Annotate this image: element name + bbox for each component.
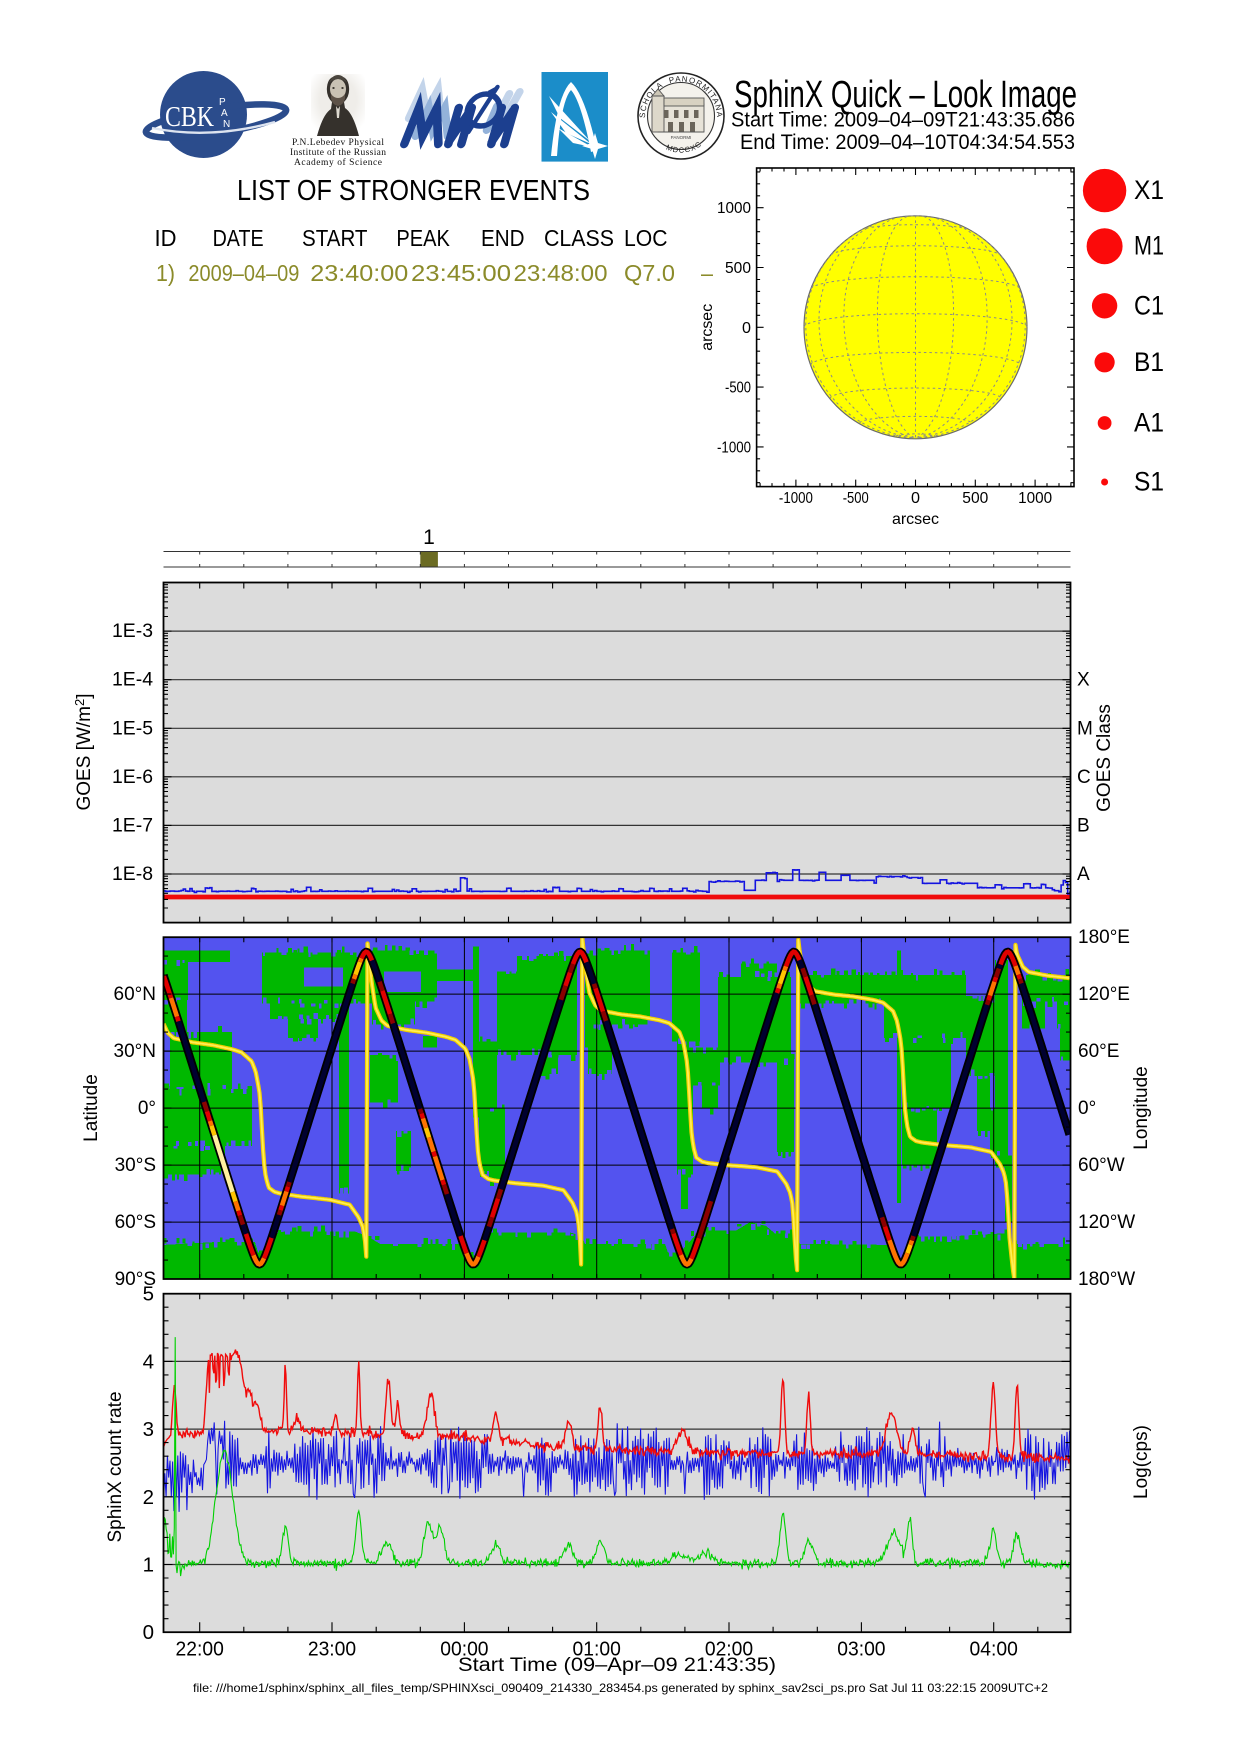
svg-text:A: A [221, 108, 228, 119]
svg-text:B1: B1 [1134, 347, 1164, 377]
svg-text:Q7.0: Q7.0 [624, 260, 675, 286]
svg-text:04:00: 04:00 [970, 1638, 1018, 1661]
svg-text:DATE: DATE [213, 225, 264, 251]
svg-text:START: START [302, 225, 368, 251]
svg-text:23:40:00: 23:40:00 [310, 260, 408, 286]
svg-text:1000: 1000 [1018, 490, 1052, 507]
svg-text:1E-7: 1E-7 [112, 815, 153, 836]
svg-text:GOES Class: GOES Class [1094, 704, 1115, 812]
svg-text:22:00: 22:00 [176, 1638, 224, 1661]
svg-text:M: M [1077, 718, 1093, 739]
svg-text:5: 5 [143, 1283, 154, 1306]
svg-text:1E-5: 1E-5 [112, 718, 153, 739]
svg-text:B: B [1077, 815, 1090, 836]
svg-text:PANORMI: PANORMI [671, 135, 692, 140]
svg-text:60°W: 60°W [1078, 1155, 1125, 1176]
svg-text:LOC: LOC [624, 225, 668, 251]
svg-text:P: P [219, 97, 226, 108]
svg-text:0: 0 [742, 320, 751, 337]
svg-text:-500: -500 [843, 490, 869, 507]
svg-text:1E-6: 1E-6 [112, 767, 153, 788]
svg-text:END: END [481, 225, 525, 251]
svg-text:03:00: 03:00 [837, 1638, 885, 1661]
svg-text:-500: -500 [725, 380, 751, 397]
svg-text:Longitude: Longitude [1131, 1066, 1152, 1149]
svg-text:2: 2 [143, 1486, 154, 1509]
svg-text:Start Time (09–Apr–09 21:43:35: Start Time (09–Apr–09 21:43:35) [458, 1655, 776, 1676]
svg-text:GOES [W/m2]: GOES [W/m2] [72, 693, 95, 810]
svg-text:file: ///home1/sphinx/sphinx_a: file: ///home1/sphinx/sphinx_all_files_t… [193, 1681, 1048, 1695]
svg-text:1E-4: 1E-4 [112, 670, 153, 691]
svg-text:500: 500 [725, 260, 751, 277]
svg-text:N: N [223, 119, 230, 130]
svg-text:Log(cps): Log(cps) [1131, 1425, 1152, 1499]
svg-text:–: – [701, 260, 713, 286]
svg-text:500: 500 [962, 490, 988, 507]
svg-text:30°S: 30°S [115, 1155, 156, 1176]
svg-text:M1: M1 [1134, 231, 1164, 261]
svg-text:01:00: 01:00 [573, 1638, 621, 1661]
svg-text:Latitude: Latitude [81, 1074, 102, 1142]
svg-text:00:00: 00:00 [440, 1638, 488, 1661]
svg-text:0: 0 [143, 1621, 154, 1644]
svg-text:1000: 1000 [717, 200, 751, 217]
svg-text:1: 1 [423, 526, 435, 549]
svg-text:2009–04–09: 2009–04–09 [188, 260, 299, 286]
svg-text:CLASS: CLASS [544, 225, 614, 251]
svg-text:30°N: 30°N [114, 1041, 156, 1062]
svg-text:Start Time: 2009–04–09T21:43:3: Start Time: 2009–04–09T21:43:35.686 [731, 109, 1075, 132]
svg-text:SphinX Quick – Look Image: SphinX Quick – Look Image [734, 74, 1077, 116]
svg-text:A: A [1077, 864, 1090, 885]
svg-text:4: 4 [143, 1350, 154, 1373]
svg-text:Academy of Science: Academy of Science [294, 157, 382, 168]
svg-text:SphinX count rate: SphinX count rate [105, 1391, 126, 1542]
svg-text:60°E: 60°E [1078, 1041, 1119, 1062]
svg-text:90°S: 90°S [115, 1269, 156, 1290]
svg-text:180°E: 180°E [1078, 927, 1130, 948]
svg-text:P.N.Lebedev Physical: P.N.Lebedev Physical [292, 138, 384, 148]
svg-text:C: C [1077, 767, 1091, 788]
svg-text:23:00: 23:00 [308, 1638, 356, 1661]
svg-text:60°S: 60°S [115, 1212, 156, 1233]
svg-text:1E-8: 1E-8 [112, 864, 153, 885]
svg-text:23:48:00: 23:48:00 [514, 260, 608, 286]
svg-text:23:45:00: 23:45:00 [411, 260, 511, 286]
svg-text:arcsec: arcsec [892, 511, 939, 528]
svg-text:Institute of the Russian: Institute of the Russian [290, 147, 386, 158]
svg-text:A1: A1 [1134, 408, 1164, 438]
svg-text:60°N: 60°N [114, 984, 156, 1005]
svg-text:arcsec: arcsec [699, 304, 716, 351]
svg-text:1E-3: 1E-3 [112, 621, 153, 642]
svg-text:0°: 0° [138, 1098, 156, 1119]
svg-text:X: X [1077, 670, 1090, 691]
svg-text:LIST OF STRONGER EVENTS: LIST OF STRONGER EVENTS [237, 175, 590, 207]
svg-text:120°E: 120°E [1078, 984, 1130, 1005]
svg-text:120°W: 120°W [1078, 1212, 1135, 1233]
svg-text:0°: 0° [1078, 1098, 1096, 1119]
svg-text:02:00: 02:00 [705, 1638, 753, 1661]
svg-text:X1: X1 [1134, 175, 1164, 205]
svg-text:1: 1 [143, 1554, 154, 1577]
svg-text:CBK: CBK [165, 102, 214, 133]
svg-text:1): 1) [156, 260, 175, 286]
svg-text:3: 3 [143, 1418, 154, 1441]
svg-text:ID: ID [155, 225, 177, 251]
svg-text:-1000: -1000 [717, 439, 751, 456]
svg-text:0: 0 [911, 490, 920, 507]
svg-text:180°W: 180°W [1078, 1269, 1135, 1290]
svg-text:S1: S1 [1134, 467, 1164, 497]
svg-text:-1000: -1000 [779, 490, 813, 507]
svg-text:C1: C1 [1134, 290, 1164, 320]
svg-text:End Time: 2009–04–10T04:34:54.: End Time: 2009–04–10T04:34:54.553 [740, 131, 1075, 154]
svg-text:PEAK: PEAK [396, 225, 450, 251]
